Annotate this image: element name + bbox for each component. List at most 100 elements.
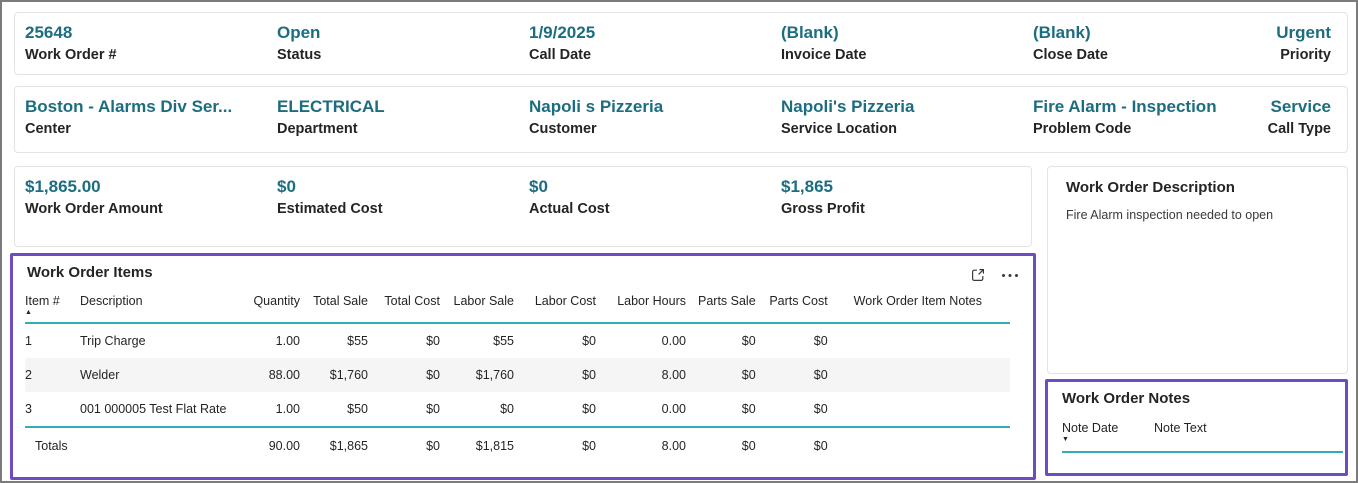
table-row[interactable]: 3 001 000005 Test Flat Rate 1.00 $50 $0 $0 $0 0… — [25, 392, 1010, 427]
notes-panel-title: Work Order Notes — [1062, 390, 1191, 407]
kpi-work-order-amount: $1,865.00 Work Order Amount — [25, 176, 163, 217]
work-order-items-panel: Work Order Items Item # ▲ Description Quant… — [10, 253, 1036, 480]
column-label: Work Order Item Notes — [853, 294, 982, 308]
cell: Welder — [80, 368, 120, 382]
cell: $0 — [582, 368, 596, 382]
field-value: (Blank) — [781, 23, 839, 42]
header-fields-card: 25648 Work Order # Open Status 1/9/2025 … — [14, 12, 1348, 75]
column-header-work-order-item-notes[interactable]: Work Order Item Notes — [839, 285, 1010, 324]
column-label: Labor Hours — [617, 294, 686, 308]
column-label: Description — [80, 294, 143, 308]
column-header-total-sale[interactable]: Total Sale — [312, 285, 380, 324]
field-status: Open Status — [277, 22, 321, 63]
cell: $1,760 — [329, 368, 368, 382]
column-label: Total Sale — [313, 294, 368, 308]
cell: 1.00 — [275, 402, 300, 416]
focus-mode-icon[interactable] — [970, 267, 986, 283]
field-value: Open — [277, 23, 321, 42]
column-header-labor-sale[interactable]: Labor Sale — [452, 285, 526, 324]
detail-fields-card: Boston - Alarms Div Ser... Center ELECTR… — [14, 86, 1348, 153]
kpi-label: Actual Cost — [529, 201, 610, 218]
cell: $0 — [426, 368, 440, 382]
column-header-item[interactable]: Item # ▲ — [25, 285, 80, 324]
column-header-note-date[interactable]: Note Date ▼ — [1062, 417, 1154, 451]
field-invoice-date: (Blank) Invoice Date — [781, 22, 866, 63]
field-close-date: (Blank) Close Date — [1033, 22, 1108, 63]
field-value: Napoli s Pizzeria — [529, 97, 664, 116]
kpi-label: Estimated Cost — [277, 201, 383, 218]
column-header-parts-cost[interactable]: Parts Cost — [767, 285, 840, 324]
totals-row: Totals 90.00 $1,865 $0 $1,815 $0 8.00 $0 $0 — [25, 426, 1010, 464]
kpi-actual-cost: $0 Actual Cost — [529, 176, 610, 217]
cell: $0 — [813, 402, 828, 416]
field-label: Problem Code — [1033, 121, 1132, 138]
field-value: Urgent — [1276, 23, 1331, 42]
column-label: Quantity — [253, 294, 300, 308]
column-header-labor-hours[interactable]: Labor Hours — [608, 285, 698, 324]
column-label: Parts Sale — [698, 294, 756, 308]
totals-cell: $0 — [767, 426, 840, 464]
field-label: Center — [25, 121, 71, 138]
field-label: Close Date — [1033, 47, 1108, 64]
table-row[interactable]: 2 Welder 88.00 $1,760 $0 $1,760 $0 8.00 $0 $0 — [25, 358, 1010, 392]
cell: $0 — [500, 402, 514, 416]
cell: 2 — [25, 368, 32, 382]
column-label: Total Cost — [384, 294, 440, 308]
kpi-label: Gross Profit — [781, 201, 865, 218]
cell: $55 — [347, 334, 368, 348]
column-header-description[interactable]: Description — [80, 285, 252, 324]
cell: $0 — [813, 368, 828, 382]
totals-cell — [80, 426, 252, 464]
field-value: ELECTRICAL — [277, 97, 385, 116]
more-options-icon[interactable] — [1001, 273, 1019, 278]
field-value: Napoli's Pizzeria — [781, 97, 915, 116]
cell: 001 000005 Test Flat Rate — [80, 402, 227, 416]
column-header-parts-sale[interactable]: Parts Sale — [698, 285, 768, 324]
column-label: Item # — [25, 294, 60, 308]
cell: 1 — [25, 334, 32, 348]
sort-descending-icon: ▼ — [1062, 436, 1069, 443]
field-center: Boston - Alarms Div Ser... Center — [25, 96, 232, 137]
items-panel-title: Work Order Items — [27, 264, 153, 281]
field-value: 1/9/2025 — [529, 23, 596, 42]
field-work-order-number: 25648 Work Order # — [25, 22, 117, 63]
field-label: Service Location — [781, 121, 898, 138]
field-value: Service — [1270, 97, 1332, 116]
table-row[interactable]: 1 Trip Charge 1.00 $55 $0 $55 $0 0.00 $0 $0 — [25, 323, 1010, 358]
cell: 88.00 — [268, 368, 300, 382]
cell: $0 — [426, 402, 440, 416]
column-header-total-cost[interactable]: Total Cost — [380, 285, 452, 324]
totals-cell: 8.00 — [608, 426, 698, 464]
cell: 8.00 — [661, 368, 686, 382]
field-call-date: 1/9/2025 Call Date — [529, 22, 595, 63]
cell: $0 — [741, 368, 756, 382]
description-title: Work Order Description — [1066, 179, 1235, 196]
field-label: Customer — [529, 121, 597, 138]
totals-cell: $0 — [698, 426, 768, 464]
cell — [840, 392, 1010, 427]
cell: $1,760 — [475, 368, 514, 382]
field-value: 25648 — [25, 23, 73, 42]
kpi-value: $1,865 — [781, 177, 833, 196]
field-label: Call Type — [1267, 121, 1331, 138]
cell: 3 — [25, 402, 32, 416]
column-label: Labor Cost — [534, 294, 596, 308]
field-department: ELECTRICAL Department — [277, 96, 385, 137]
field-label: Work Order # — [25, 47, 117, 64]
field-label: Call Date — [529, 47, 592, 64]
column-header-quantity[interactable]: Quantity — [252, 285, 312, 324]
totals-cell — [839, 426, 1010, 464]
field-problem-code: Fire Alarm - Inspection Problem Code — [1033, 96, 1217, 137]
sort-ascending-icon: ▲ — [25, 309, 32, 316]
kpi-value: $1,865.00 — [25, 177, 101, 196]
kpi-value: $0 — [529, 177, 548, 196]
totals-cell: $1,815 — [452, 426, 526, 464]
column-header-note-text[interactable]: Note Text — [1154, 417, 1207, 451]
column-header-labor-cost[interactable]: Labor Cost — [526, 285, 608, 324]
cell: 1.00 — [275, 334, 300, 348]
items-table-header-row: Item # ▲ Description Quantity Total Sale Tota… — [25, 285, 1010, 324]
description-text: Fire Alarm inspection needed to open — [1066, 208, 1274, 222]
field-label: Status — [277, 47, 322, 64]
column-label: Labor Sale — [453, 294, 514, 308]
